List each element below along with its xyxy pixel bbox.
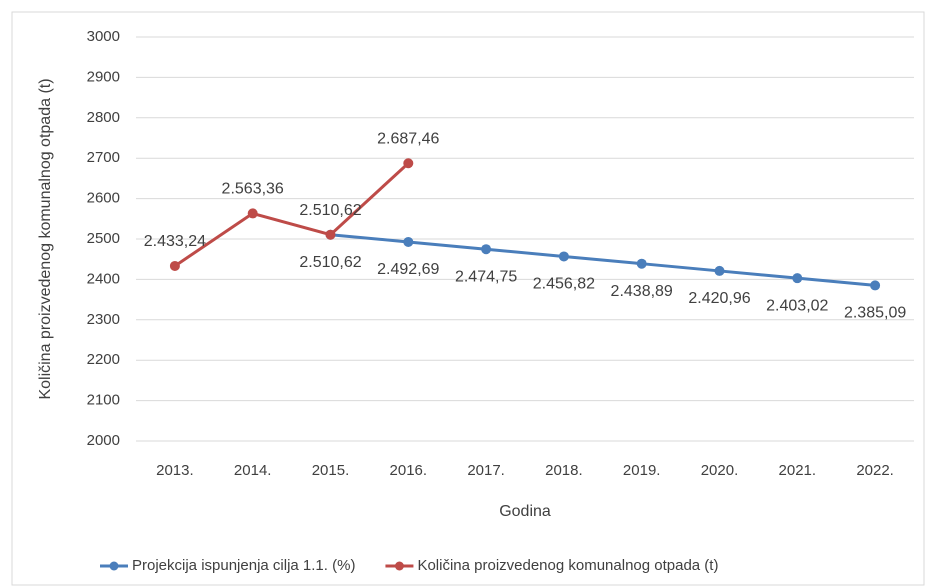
data-label: 2.438,89 (611, 283, 673, 300)
data-label: 2.510,62 (299, 254, 361, 271)
point (558, 251, 569, 262)
y-tick-label: 2300 (87, 311, 120, 328)
data-label: 2.687,46 (377, 130, 439, 147)
point (325, 229, 336, 240)
y-tick-label: 2400 (87, 270, 120, 287)
y-tick-label: 2700 (87, 149, 120, 166)
x-tick-label: 2019. (623, 462, 661, 479)
y-tick-label: 2500 (87, 230, 120, 247)
data-label: 2.433,24 (144, 233, 206, 250)
point (714, 265, 725, 276)
point (870, 280, 881, 291)
x-tick-label: 2020. (701, 462, 739, 479)
point (792, 273, 803, 284)
point (403, 158, 414, 169)
x-tick-label: 2017. (467, 462, 505, 479)
y-tick-label: 2800 (87, 109, 120, 126)
y-tick-label: 3000 (87, 28, 120, 45)
point (247, 208, 258, 219)
point (169, 260, 180, 271)
x-tick-label: 2014. (234, 462, 272, 479)
data-label: 2.492,69 (377, 261, 439, 278)
y-axis-label: Količina proizvedenog komunalnog otpada … (37, 78, 54, 399)
data-label: 2.474,75 (455, 268, 517, 285)
x-tick-label: 2015. (312, 462, 350, 479)
series-line (330, 233, 876, 287)
point (481, 244, 492, 255)
y-tick-label: 2000 (87, 432, 120, 449)
x-tick-label: 2022. (856, 462, 894, 479)
x-tick-label: 2013. (156, 462, 194, 479)
data-label: 2.563,36 (222, 181, 284, 198)
data-label: 2.510,62 (299, 202, 361, 219)
data-label: 2.420,96 (688, 290, 750, 307)
x-axis-label: Godina (499, 503, 551, 520)
point (636, 258, 647, 269)
legend-label: Količina proizvedenog komunalnog otpada … (417, 557, 718, 574)
legend-marker (109, 561, 119, 571)
legend-label: Projekcija ispunjenja cilja 1.1. (%) (132, 557, 355, 574)
x-tick-label: 2018. (545, 462, 583, 479)
chart-frame (11, 11, 925, 586)
x-tick-label: 2021. (779, 462, 817, 479)
legend-marker (394, 561, 404, 571)
y-tick-label: 2100 (87, 392, 120, 409)
data-label: 2.403,02 (766, 297, 828, 314)
x-tick-label: 2016. (390, 462, 428, 479)
y-tick-label: 2900 (87, 68, 120, 85)
point (403, 236, 414, 247)
data-label: 2.456,82 (533, 276, 595, 293)
y-tick-label: 2600 (87, 190, 120, 207)
data-label: 2.385,09 (844, 305, 906, 322)
y-tick-label: 2200 (87, 351, 120, 368)
series-line (174, 162, 410, 268)
